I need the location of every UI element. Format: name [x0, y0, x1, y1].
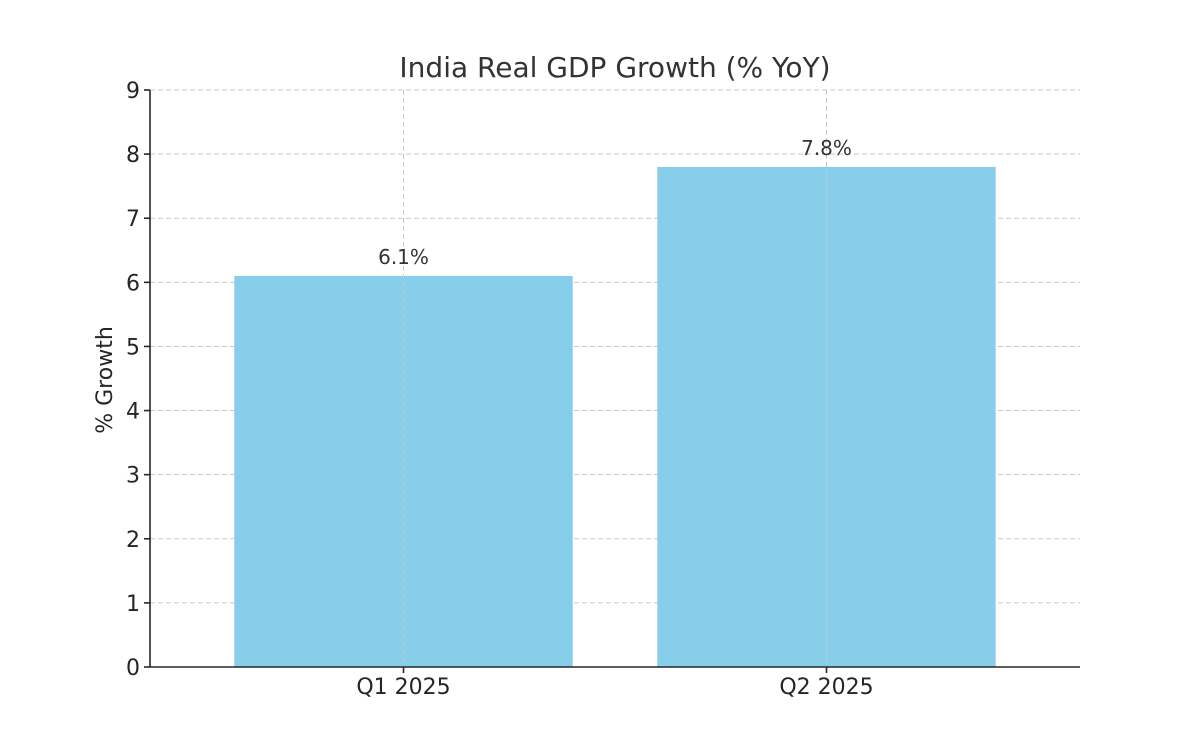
data-label: 6.1% [378, 245, 429, 269]
y-tick-label: 2 [126, 528, 140, 553]
x-grid [403, 90, 827, 667]
y-tick-label: 8 [126, 143, 140, 168]
y-tick-label: 9 [126, 79, 140, 104]
data-label: 7.8% [801, 136, 852, 160]
y-tick-label: 5 [126, 335, 140, 360]
x-tick-label: Q1 2025 [356, 675, 450, 700]
bar [657, 166, 996, 667]
y-tick-label: 7 [126, 207, 140, 232]
y-tick-label: 6 [126, 271, 140, 296]
y-tick-label: 4 [126, 400, 140, 425]
x-tick-label: Q2 2025 [779, 675, 873, 700]
axes: 0 1 2 3 4 5 6 7 8 9 Q1 2025 Q2 2025 [126, 79, 1080, 700]
y-tick-label: 3 [126, 464, 140, 489]
bars [234, 166, 996, 667]
data-labels: 6.1% 7.8% [378, 136, 852, 269]
y-tick-label: 0 [126, 656, 140, 681]
y-axis-title: % Growth [93, 326, 118, 434]
chart-title: India Real GDP Growth (% YoY) [399, 51, 830, 84]
y-tick-label: 1 [126, 592, 140, 617]
